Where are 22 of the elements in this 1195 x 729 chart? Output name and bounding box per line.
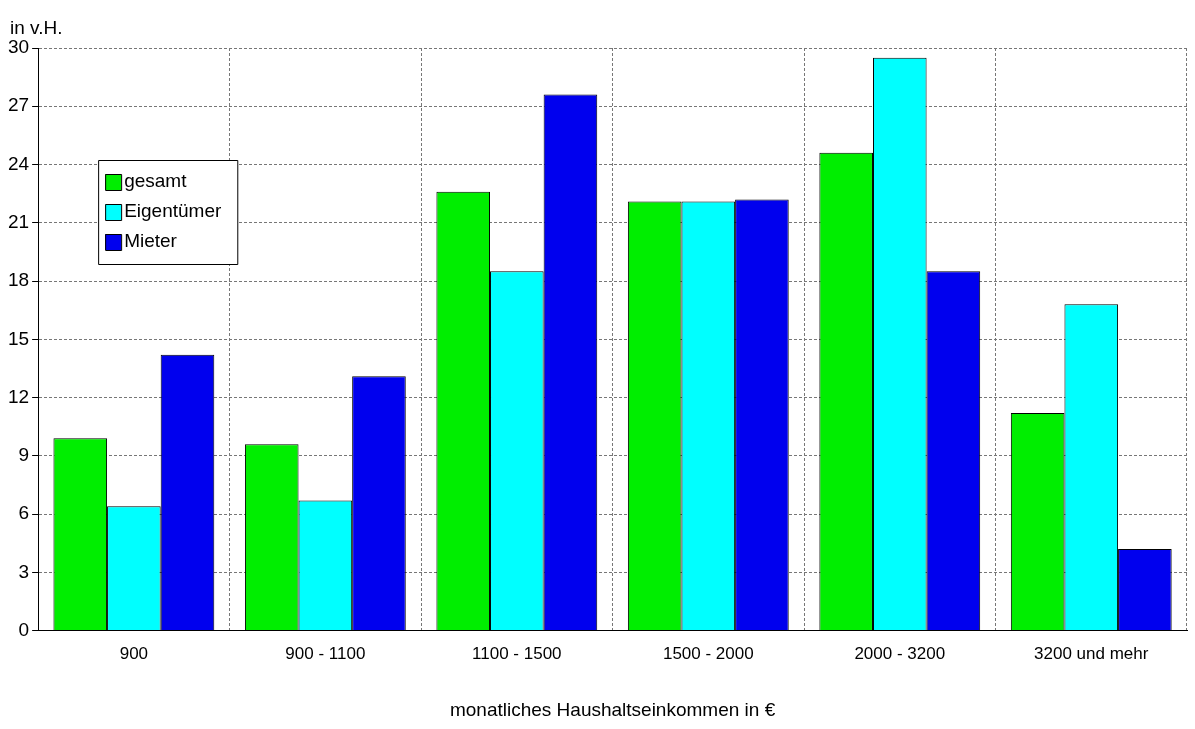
y-tick-label: 27 bbox=[7, 94, 30, 116]
x-tick-label: 1500 - 2000 bbox=[662, 644, 754, 664]
y-axis-title: in v.H. bbox=[10, 16, 63, 38]
y-tick-label: 18 bbox=[7, 269, 30, 291]
y-tick-label: 15 bbox=[7, 327, 30, 349]
x-tick-label: 2000 - 3200 bbox=[854, 644, 946, 664]
y-tick-label: 12 bbox=[7, 385, 30, 407]
legend-label: gesamt bbox=[124, 170, 188, 192]
x-tick-label: 900 - 1100 bbox=[285, 644, 366, 664]
x-axis-title: monatliches Haushaltseinkommen in € bbox=[449, 698, 776, 720]
x-tick-label: 900 bbox=[119, 644, 149, 664]
y-tick-label: 30 bbox=[7, 36, 30, 58]
y-tick-label: 0 bbox=[18, 618, 30, 640]
legend-label: Eigentümer bbox=[124, 200, 222, 222]
y-tick-label: 6 bbox=[18, 502, 30, 524]
y-tick-label: 3 bbox=[18, 560, 30, 582]
x-tick-label: 1100 - 1500 bbox=[472, 644, 562, 664]
legend-label: Mieter bbox=[124, 230, 178, 252]
y-tick-label: 21 bbox=[7, 211, 30, 233]
y-tick-label: 24 bbox=[7, 152, 30, 174]
x-tick-label: 3200 und mehr bbox=[1034, 644, 1149, 664]
y-tick-label: 9 bbox=[18, 444, 30, 466]
